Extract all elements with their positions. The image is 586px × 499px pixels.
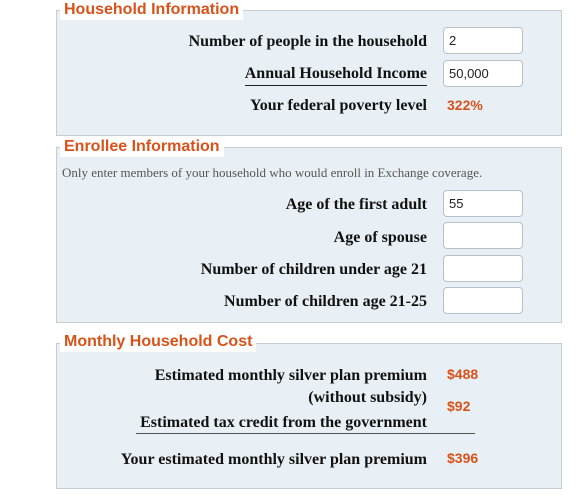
total-divider (136, 433, 475, 434)
poverty-value: 322% (447, 97, 483, 113)
premium-value: $488 (447, 366, 479, 382)
cost-panel (56, 343, 562, 489)
household-legend: Household Information (60, 0, 244, 20)
premium-label-line1: Estimated monthly silver plan premium (154, 367, 427, 384)
children-under21-label: Number of children under age 21 (200, 261, 427, 278)
credit-label: Estimated tax credit from the government (140, 414, 427, 431)
first-adult-label: Age of the first adult (285, 196, 427, 213)
income-label: Annual Household Income (244, 64, 427, 86)
spouse-label: Age of spouse (333, 229, 427, 246)
enrollee-legend: Enrollee Information (60, 137, 224, 157)
credit-value: $92 (447, 398, 471, 414)
spouse-input[interactable] (443, 222, 523, 249)
premium-label-line2: (without subsidy) (308, 389, 427, 406)
children-under21-input[interactable] (443, 255, 523, 282)
poverty-label: Your federal poverty level (250, 97, 427, 114)
your-premium-value: $396 (447, 450, 479, 466)
income-input[interactable] (443, 60, 523, 87)
people-label: Number of people in the household (188, 33, 427, 50)
enrollee-note: Only enter members of your household who… (62, 165, 483, 180)
people-input[interactable] (443, 27, 523, 54)
your-premium-label: Your estimated monthly silver plan premi… (120, 451, 427, 468)
first-adult-input[interactable] (443, 190, 523, 217)
children-21-25-input[interactable] (443, 287, 523, 314)
children-21-25-label: Number of children age 21-25 (224, 293, 427, 310)
cost-legend: Monthly Household Cost (60, 332, 257, 352)
